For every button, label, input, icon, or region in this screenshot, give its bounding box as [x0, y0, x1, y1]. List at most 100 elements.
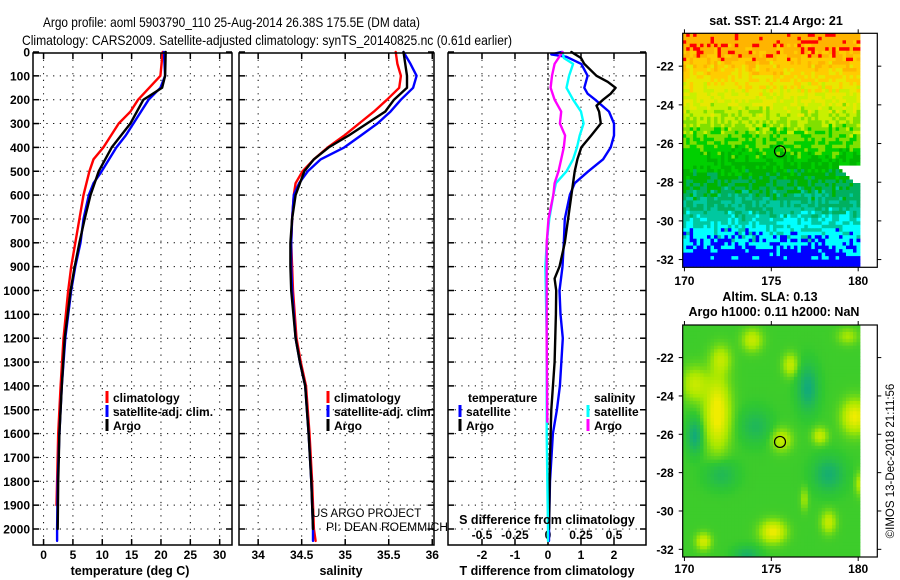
map-cell — [703, 259, 708, 264]
map-cell — [849, 151, 854, 156]
map-cell — [807, 189, 812, 194]
map-cell — [846, 109, 850, 114]
map-cell — [780, 116, 784, 121]
map-cell — [814, 183, 819, 187]
map-cell — [741, 490, 746, 495]
map-cell — [821, 144, 826, 149]
map-cell — [700, 335, 704, 340]
map-cell — [769, 85, 774, 90]
map-cell — [727, 61, 732, 65]
map-cell — [707, 228, 711, 233]
map-cell — [731, 144, 736, 149]
map-cell — [787, 162, 791, 166]
map-cell — [700, 507, 704, 512]
map-cell — [846, 96, 850, 100]
map-cell — [853, 252, 857, 257]
map-cell — [759, 102, 764, 107]
map-cell — [717, 169, 722, 173]
map-cell — [724, 141, 729, 146]
map-cell — [738, 249, 743, 253]
map-cell — [842, 116, 847, 121]
map-cell — [689, 176, 694, 180]
s-diff-tick-label: -0.25 — [501, 528, 529, 542]
map-cell — [811, 238, 816, 243]
map-cell — [842, 40, 847, 45]
map-cell — [814, 113, 819, 118]
map-cell — [710, 186, 715, 191]
map-cell — [689, 397, 694, 402]
map-cell — [738, 186, 743, 191]
map-cell — [814, 127, 819, 132]
map-cell — [727, 507, 732, 512]
map-cell — [787, 43, 791, 48]
map-cell — [846, 113, 850, 118]
map-cell — [741, 528, 746, 533]
map-cell — [853, 245, 857, 250]
map-cell — [727, 43, 732, 48]
map-cell — [703, 359, 708, 364]
x-tick-label: 20 — [154, 548, 168, 562]
map-cell — [700, 57, 704, 62]
map-cell — [714, 137, 718, 142]
map-cell — [703, 217, 708, 222]
map-cell — [714, 539, 718, 543]
map-cell — [734, 525, 739, 530]
map-cell — [821, 75, 826, 79]
map-cell — [835, 200, 840, 205]
map-cell — [720, 325, 725, 329]
map-cell — [714, 511, 718, 516]
map-cell — [769, 200, 774, 205]
map-cell — [790, 210, 795, 215]
map-cell — [849, 196, 854, 201]
map-cell — [745, 179, 750, 184]
map-cell — [682, 449, 687, 454]
map-cell — [832, 245, 836, 250]
map-cell — [769, 183, 774, 187]
map-cell — [741, 325, 746, 329]
map-cell — [825, 99, 830, 104]
map-cell — [793, 165, 798, 170]
map-cell — [804, 207, 809, 212]
map-cell — [797, 200, 802, 205]
map-cell — [776, 113, 781, 118]
map-cell — [714, 328, 718, 333]
map-cell — [842, 54, 847, 59]
map-cell — [682, 172, 687, 177]
map-cell — [731, 449, 736, 454]
map-cell — [856, 176, 861, 180]
map-cell — [849, 64, 854, 69]
map-cell — [734, 369, 739, 374]
map-cell — [714, 193, 718, 198]
map-cell — [727, 456, 732, 460]
map-cell — [835, 43, 840, 48]
map-cell — [727, 71, 732, 76]
map-cell — [738, 130, 743, 135]
map-cell — [703, 480, 708, 485]
map-cell — [714, 397, 718, 402]
map-cell — [717, 501, 722, 505]
map-cell — [689, 480, 694, 485]
map-cell — [828, 224, 833, 229]
map-cell — [720, 549, 725, 554]
map-cell — [748, 54, 753, 59]
map-cell — [787, 141, 791, 146]
map-cell — [759, 61, 764, 65]
map-cell — [714, 445, 718, 450]
map-cell — [853, 116, 857, 121]
map-cell — [720, 511, 725, 516]
map-cell — [842, 144, 847, 149]
map-cell — [734, 414, 739, 419]
map-cell — [686, 210, 691, 215]
map-cell — [818, 169, 823, 173]
map-cell — [724, 116, 729, 121]
map-cell — [818, 224, 823, 229]
map-cell — [821, 141, 826, 146]
map-cell — [790, 176, 795, 180]
map-cell — [856, 165, 861, 170]
map-cell — [773, 144, 777, 149]
map-cell — [773, 162, 777, 166]
map-cell — [856, 99, 861, 104]
map-cell — [842, 235, 847, 240]
map-cell — [734, 539, 739, 543]
map-cell — [696, 338, 701, 343]
